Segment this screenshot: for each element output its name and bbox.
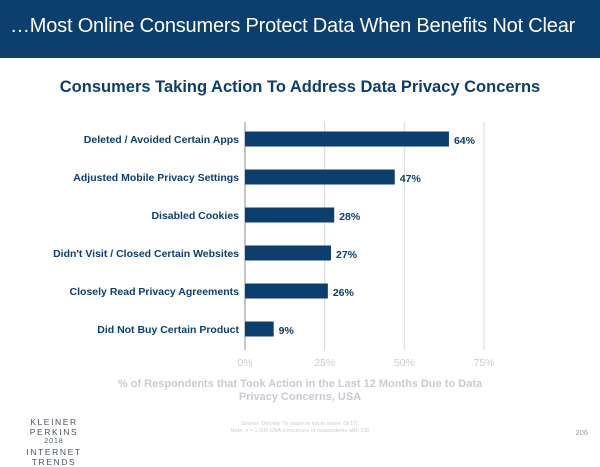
x-tick-label: 75% [473,357,494,369]
category-label: Didn't Visit / Closed Certain Websites [53,248,239,260]
footer-notes: Source: Deloitte 'To share or not to sha… [0,421,600,435]
bar [245,283,328,299]
value-label: 26% [333,287,355,299]
header-bar: …Most Online Consumers Protect Data When… [0,0,600,58]
bar [245,131,449,147]
page-title: …Most Online Consumers Protect Data When… [10,15,576,37]
category-label: Did Not Buy Certain Product [97,324,239,336]
value-label: 47% [400,173,422,185]
category-label: Adjusted Mobile Privacy Settings [73,172,239,184]
x-axis-label-line-2: Privacy Concerns, USA [238,391,362,403]
x-axis-label-line-1: % of Respondents that Took Action in the… [117,378,483,390]
value-label: 64% [454,135,476,147]
bar-chart: Deleted / Avoided Certain Apps 64% Adjuste… [53,122,495,369]
x-tick-label: 0% [237,357,252,369]
x-tick-label: 25% [314,357,335,369]
brand-line-3: INTERNET TRENDS [26,447,82,467]
brand-line-2: 2018 [44,438,64,445]
page-number: 206 [575,428,588,437]
bar [245,169,395,185]
sample-note: Note: n = 1,000 USA consumers or respond… [230,428,370,434]
bar [245,321,274,337]
category-label: Disabled Cookies [151,210,239,222]
source-note: Source: Deloitte 'To share or not to sha… [240,421,360,427]
x-axis-label: % of Respondents that Took Action in the… [0,378,600,404]
category-label: Deleted / Avoided Certain Apps [84,134,239,146]
brand-line-1: KLEINER PERKINS [29,417,79,437]
x-tick-label: 50% [394,357,415,369]
category-label: Closely Read Privacy Agreements [70,286,240,298]
value-label: 9% [279,325,295,337]
bar [245,207,335,223]
value-label: 28% [339,211,361,223]
bar [245,245,332,261]
value-label: 27% [336,249,358,261]
chart-title: Consumers Taking Action To Address Data … [59,78,541,96]
